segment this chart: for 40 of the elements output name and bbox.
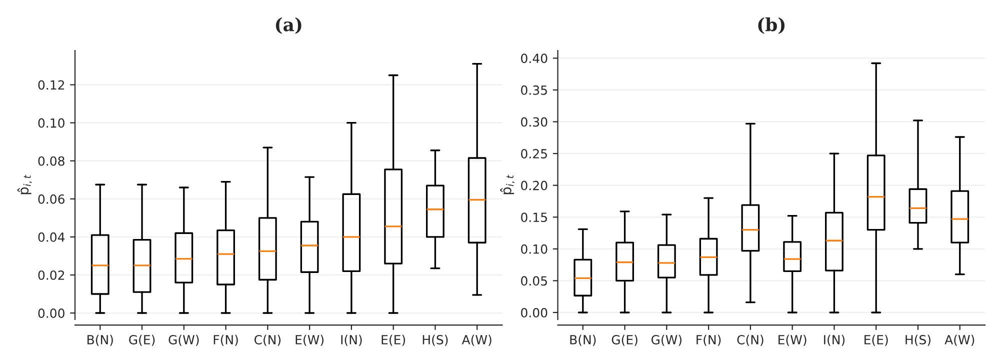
x-tick-label: H(S) xyxy=(422,334,448,346)
x-tick-label: E(E) xyxy=(864,334,888,346)
x-tick-label: C(N) xyxy=(737,334,764,346)
x-tick-label: I(N) xyxy=(341,334,362,346)
y-axis-title: p̂$_{i,t}$ xyxy=(17,174,32,194)
x-tick-label: C(N) xyxy=(254,334,281,346)
x-tick-label: E(W) xyxy=(778,334,806,346)
chart-title: (a) xyxy=(276,17,302,34)
x-tick-label: B(N) xyxy=(570,334,596,346)
x-tick-label: A(W) xyxy=(462,334,492,346)
x-tick-label: G(W) xyxy=(168,334,199,346)
y-tick-label: 0.02 xyxy=(38,270,64,280)
y-tick-label: 0.10 xyxy=(38,118,64,128)
y-tick-label: 0.00 xyxy=(38,308,64,318)
x-tick-label: F(N) xyxy=(696,334,721,346)
x-tick-label: G(E) xyxy=(129,334,155,346)
x-tick-label: E(E) xyxy=(382,334,406,346)
y-tick-label: 0.30 xyxy=(521,117,548,127)
y-tick-label: 0.25 xyxy=(521,149,547,158)
y-tick-label: 0.04 xyxy=(38,232,65,242)
y-tick-label: 0.35 xyxy=(521,85,547,95)
x-tick-label: H(S) xyxy=(906,334,930,346)
y-tick-label: 0.00 xyxy=(521,308,548,318)
y-tick-label: 0.12 xyxy=(38,80,64,90)
x-tick-label: B(N) xyxy=(88,334,113,346)
y-tick-label: 0.08 xyxy=(38,156,64,166)
y-tick-label: 0.15 xyxy=(521,212,547,222)
y-tick-label: 0.40 xyxy=(521,54,548,64)
y-tick-label: 0.10 xyxy=(521,244,548,254)
y-axis-title: p̂$_{i,t}$ xyxy=(500,174,515,194)
x-tick-label: I(N) xyxy=(824,334,845,346)
y-tick-label: 0.20 xyxy=(521,180,548,190)
x-tick-label: G(E) xyxy=(612,334,638,346)
y-tick-label: 0.06 xyxy=(38,194,64,204)
chart-title: (b) xyxy=(758,17,785,34)
x-tick-label: G(W) xyxy=(651,334,682,346)
x-tick-label: A(W) xyxy=(944,334,974,346)
x-tick-label: E(W) xyxy=(296,334,324,346)
x-tick-label: F(N) xyxy=(214,334,238,346)
y-tick-label: 0.05 xyxy=(521,276,547,286)
